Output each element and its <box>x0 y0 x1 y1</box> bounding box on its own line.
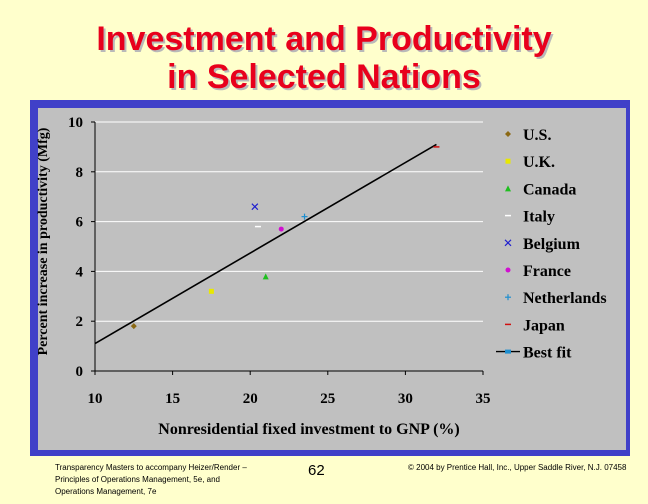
y-axis-label: Percent increase in productivity (Mfg) <box>36 127 51 355</box>
x-tick-label-10: 10 <box>88 391 103 407</box>
x-tick-label-20: 20 <box>243 391 258 407</box>
y-tick-label-0: 0 <box>76 364 84 380</box>
point-belgium <box>251 203 259 211</box>
slide-title-line-1: Investment and Productivity <box>96 20 552 58</box>
legend-label-belgium: Belgium <box>523 236 581 253</box>
point-canada <box>262 273 269 280</box>
point-france <box>278 226 284 232</box>
legend-swatch-belgium <box>504 239 512 247</box>
page-number: 62 <box>308 462 325 479</box>
legend-swatch-marker-best-fit <box>505 349 511 354</box>
y-tick-label-10: 10 <box>68 115 83 131</box>
y-tick-label-2: 2 <box>76 314 84 330</box>
x-tick-label-15: 15 <box>165 391 180 407</box>
slide-title-line-2: in Selected Nations <box>167 58 481 96</box>
footer-copyright: © 2004 by Prentice Hall, Inc., Upper Sad… <box>408 463 627 472</box>
point-u-k <box>208 288 214 294</box>
legend-swatch-u-s <box>505 131 511 137</box>
plot-area <box>95 122 483 371</box>
legend-label-japan: Japan <box>523 317 565 334</box>
point-netherlands <box>301 213 308 220</box>
legend-label-netherlands: Netherlands <box>523 290 607 307</box>
legend-label-france: France <box>523 263 571 280</box>
legend-swatch-u-k <box>505 158 511 164</box>
best-fit-line <box>94 143 437 345</box>
y-tick-label-4: 4 <box>76 264 84 280</box>
legend-label-italy: Italy <box>523 209 555 226</box>
legend-swatch-canada <box>505 185 511 192</box>
legend-label-u-k: U.K. <box>523 154 555 171</box>
legend-label-canada: Canada <box>523 181 576 198</box>
y-tick-label-8: 8 <box>76 165 84 181</box>
point-u-s <box>130 323 137 330</box>
y-tick-label-6: 6 <box>76 215 84 231</box>
x-tick-label-30: 30 <box>398 391 413 407</box>
footer-credit: Transparency Masters to accompany Heizer… <box>55 463 247 496</box>
x-tick-label-35: 35 <box>476 391 491 407</box>
x-axis-label: Nonresidential fixed investment to GNP (… <box>158 421 459 438</box>
legend-swatch-france <box>505 267 511 273</box>
x-tick-label-25: 25 <box>320 391 335 407</box>
legend-label-u-s: U.S. <box>523 127 551 144</box>
legend-swatch-netherlands <box>505 294 511 301</box>
legend-label-best-fit: Best fit <box>523 345 572 362</box>
